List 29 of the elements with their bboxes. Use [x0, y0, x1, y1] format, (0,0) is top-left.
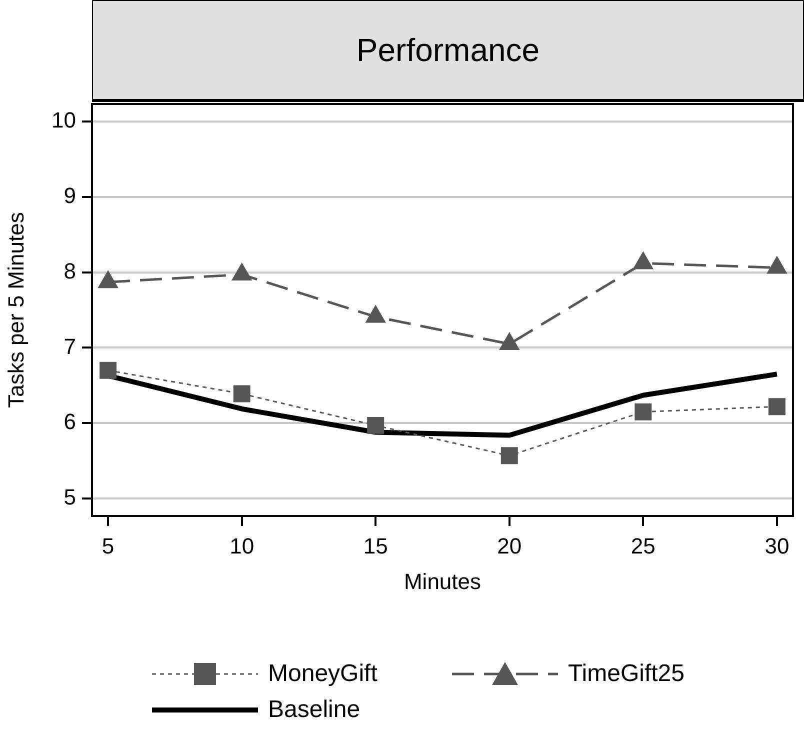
y-tick-label: 9 — [64, 182, 76, 208]
point — [634, 403, 652, 420]
point — [500, 447, 518, 464]
point — [766, 256, 788, 274]
point — [365, 304, 386, 323]
x-tick-label: 5 — [102, 533, 114, 558]
y-axis-title: Tasks per 5 Minutes — [3, 212, 28, 408]
y-tick-label: 7 — [64, 334, 76, 359]
point — [233, 385, 250, 402]
y-tick-label: 8 — [64, 258, 76, 284]
x-tick-label: 15 — [363, 533, 388, 558]
point — [367, 416, 384, 434]
legend-label: TimeGift25 — [568, 660, 684, 688]
y-tick-label: 10 — [52, 107, 76, 132]
x-tick-label: 30 — [764, 533, 790, 558]
point — [231, 262, 252, 281]
x-tick-label: 25 — [630, 533, 656, 558]
chart-title: Performance — [92, 0, 804, 102]
legend-label: MoneyGift — [268, 660, 378, 688]
y-tick-label: 6 — [64, 409, 76, 434]
x-axis-title: Minutes — [404, 568, 482, 594]
legend-label: Baseline — [268, 696, 360, 724]
point — [632, 251, 654, 270]
point — [100, 362, 117, 379]
point — [768, 398, 786, 416]
y-tick-label: 5 — [64, 484, 76, 510]
x-tick-label: 10 — [230, 533, 254, 558]
point — [98, 270, 118, 288]
x-tick-label: 20 — [497, 533, 522, 558]
